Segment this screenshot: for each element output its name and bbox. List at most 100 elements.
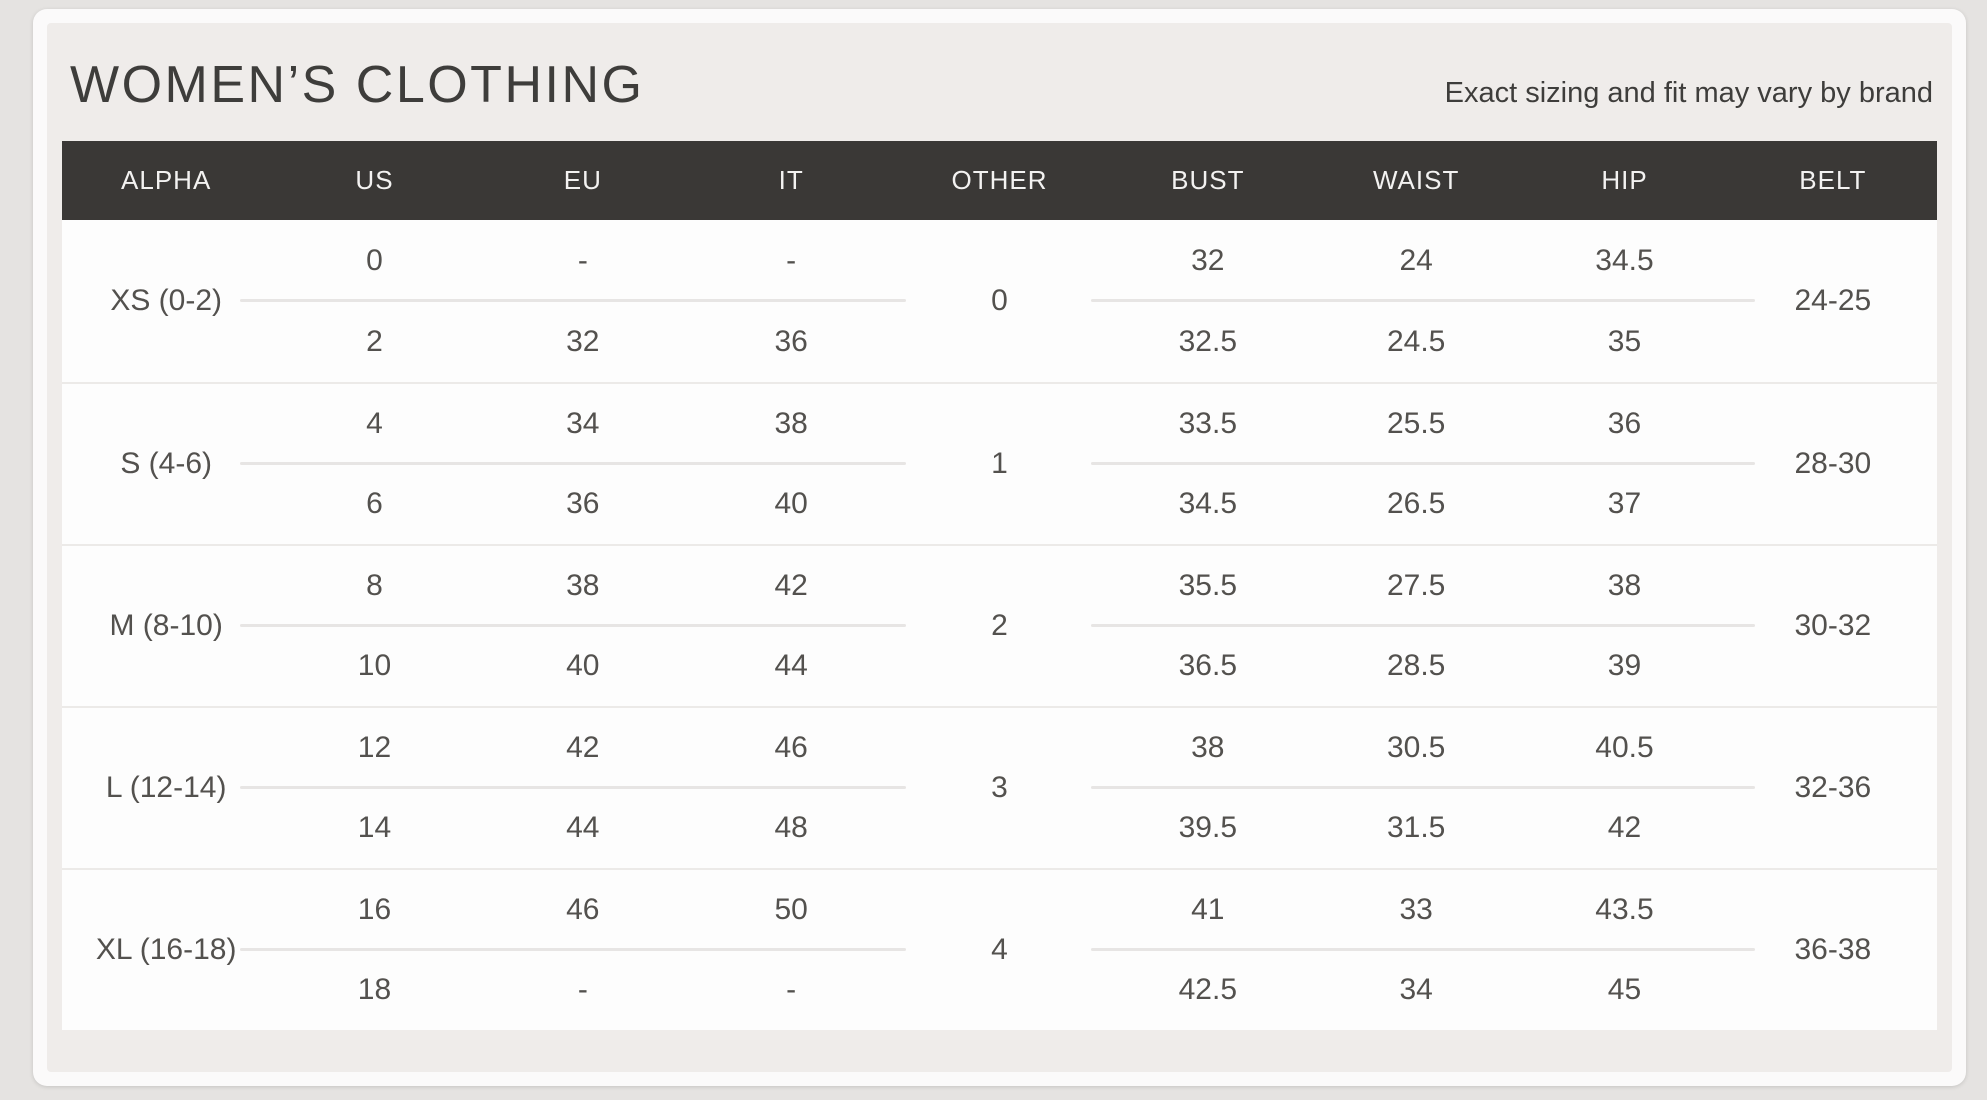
column-header-belt: BELT (1799, 165, 1867, 195)
us-size-cell: 6 (366, 487, 383, 520)
bust-cell: 32.5 (1178, 324, 1238, 358)
eu-size-cell: 32 (566, 324, 600, 358)
us-size-cell: 10 (357, 649, 392, 682)
eu-size-cell: 36 (566, 487, 600, 520)
us-size-cell: 8 (366, 569, 383, 602)
bust-cell: 32 (1191, 243, 1225, 277)
us-size-cell: 12 (357, 731, 392, 764)
other-size-cell: 3 (991, 771, 1008, 804)
bust-cell: 34.5 (1178, 487, 1238, 520)
belt-cell: 36-38 (1794, 933, 1872, 966)
womens-sizing-table: ALPHA US EU IT OTHER BUST WAIST HIP BELT… (62, 141, 1937, 1030)
row-divider (1091, 786, 1756, 789)
it-size-cell: - (786, 973, 797, 1006)
table-row-xl: XL (16-18) 16 18 46 - 50 - 4 41 42.5 33 … (62, 868, 1937, 1030)
eu-size-cell: 44 (566, 811, 600, 844)
waist-cell: 26.5 (1386, 487, 1446, 520)
column-header-us: US (355, 165, 394, 195)
us-size-cell: 18 (357, 973, 392, 1006)
column-header-waist: WAIST (1372, 165, 1460, 195)
hip-cell: 39 (1607, 649, 1642, 682)
size-guide-card: WOMEN’S CLOTHING Exact sizing and fit ma… (33, 9, 1966, 1086)
hip-cell: 37 (1607, 487, 1642, 520)
alpha-size-cell: L (12-14) (105, 771, 227, 804)
alpha-size-cell: S (4-6) (120, 447, 212, 480)
belt-cell: 24-25 (1794, 284, 1872, 317)
waist-cell: 25.5 (1386, 407, 1446, 440)
us-size-cell: 4 (366, 407, 383, 440)
alpha-size-cell: XS (0-2) (110, 284, 223, 317)
eu-size-cell: 40 (566, 649, 600, 682)
hip-cell: 45 (1607, 973, 1642, 1006)
hip-cell: 40.5 (1595, 731, 1654, 764)
us-size-cell: 2 (366, 324, 383, 358)
waist-cell: 31.5 (1386, 811, 1446, 844)
table-row-xs: XS (0-2) 0 2 - 32 - 36 0 32 32.5 24 24.5… (62, 220, 1937, 382)
us-size-cell: 0 (366, 243, 383, 277)
other-size-cell: 0 (991, 284, 1008, 317)
hip-cell: 38 (1607, 569, 1642, 602)
eu-size-cell: 42 (566, 731, 600, 764)
table-row-l: L (12-14) 12 14 42 44 46 48 3 38 39.5 30… (62, 706, 1937, 868)
hip-cell: 42 (1607, 811, 1642, 844)
table-body: XS (0-2) 0 2 - 32 - 36 0 32 32.5 24 24.5… (62, 220, 1937, 1030)
it-size-cell: 40 (774, 487, 808, 520)
row-divider (240, 462, 906, 465)
waist-cell: 24.5 (1386, 324, 1446, 358)
size-guide-panel: WOMEN’S CLOTHING Exact sizing and fit ma… (47, 23, 1952, 1072)
bust-cell: 42.5 (1178, 973, 1238, 1006)
eu-size-cell: 46 (566, 893, 600, 926)
belt-cell: 32-36 (1794, 771, 1872, 804)
row-divider (1091, 462, 1756, 465)
belt-cell: 28-30 (1794, 447, 1872, 480)
us-size-cell: 14 (357, 811, 392, 844)
it-size-cell: 36 (774, 324, 808, 358)
table-header-row: ALPHA US EU IT OTHER BUST WAIST HIP BELT (62, 141, 1937, 220)
it-size-cell: 42 (774, 569, 808, 602)
waist-cell: 24 (1399, 243, 1433, 277)
column-header-other: OTHER (951, 165, 1048, 195)
it-size-cell: 48 (774, 811, 808, 844)
row-divider (240, 624, 906, 627)
eu-size-cell: - (577, 243, 588, 277)
hip-cell: 43.5 (1595, 893, 1654, 926)
column-header-bust: BUST (1171, 165, 1245, 195)
hip-cell: 36 (1607, 407, 1642, 440)
column-header-eu: EU (563, 165, 602, 195)
sizing-disclaimer: Exact sizing and fit may vary by brand (1444, 77, 1933, 109)
row-divider (240, 948, 906, 951)
row-divider (240, 786, 906, 789)
column-header-it: IT (778, 165, 804, 195)
waist-cell: 28.5 (1386, 649, 1446, 682)
hip-cell: 35 (1607, 324, 1642, 358)
column-header-alpha: ALPHA (121, 165, 212, 195)
panel-header: WOMEN’S CLOTHING Exact sizing and fit ma… (62, 23, 1937, 141)
hip-cell: 34.5 (1595, 243, 1654, 277)
other-size-cell: 1 (991, 447, 1008, 480)
other-size-cell: 2 (991, 609, 1008, 642)
bust-cell: 39.5 (1178, 811, 1238, 844)
it-size-cell: 50 (774, 893, 808, 926)
waist-cell: 33 (1399, 893, 1433, 926)
alpha-size-cell: M (8-10) (109, 609, 223, 642)
us-size-cell: 16 (357, 893, 392, 926)
eu-size-cell: 34 (566, 407, 600, 440)
row-divider (1091, 948, 1756, 951)
it-size-cell: - (786, 243, 797, 277)
bust-cell: 38 (1191, 731, 1225, 764)
page-title: WOMEN’S CLOTHING (70, 56, 645, 114)
other-size-cell: 4 (991, 933, 1008, 966)
waist-cell: 30.5 (1386, 731, 1446, 764)
row-divider (240, 299, 906, 302)
eu-size-cell: 38 (566, 569, 600, 602)
bust-cell: 36.5 (1178, 649, 1238, 682)
waist-cell: 34 (1399, 973, 1433, 1006)
bust-cell: 33.5 (1178, 407, 1238, 440)
it-size-cell: 44 (774, 649, 808, 682)
eu-size-cell: - (577, 973, 588, 1006)
table-row-m: M (8-10) 8 10 38 40 42 44 2 35.5 36.5 27… (62, 544, 1937, 706)
row-divider (1091, 299, 1756, 302)
it-size-cell: 38 (774, 407, 808, 440)
row-divider (1091, 624, 1756, 627)
bust-cell: 41 (1191, 893, 1225, 926)
